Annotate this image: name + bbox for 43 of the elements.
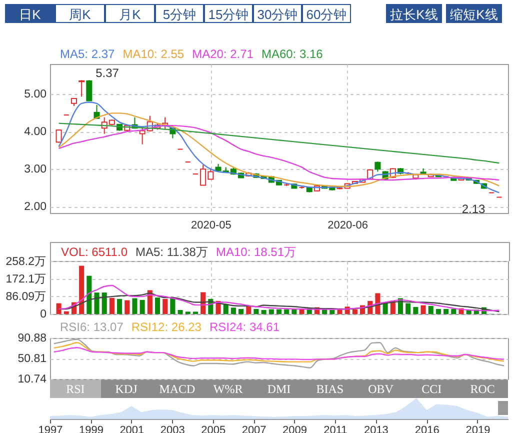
text: 5分钟 [155,4,204,23]
y-tick-label: 90.88 [18,332,46,344]
text: 30分钟 [253,4,302,23]
y-tick-label: 3.00 [24,164,46,176]
y-tick-label: 10.74 [18,374,48,386]
y-tick-label: 5.00 [24,88,46,101]
y-tick-label: 172.1万 [6,272,46,286]
y-tick-label: 2.00 [24,201,46,214]
text: MA20: 2.71 [192,47,254,61]
text: 15分钟 [204,4,253,23]
text: CCI [420,381,443,398]
annotation: 5.37 [96,66,120,80]
text: MA5: 2.37 [60,47,115,61]
y-tick-label: 86.09万 [6,290,46,303]
series-label: RSI12: 26.23 [131,320,202,334]
text: OBV [367,381,394,398]
text: MA10: 18.51万 [216,245,296,259]
y-tick-label: 4.00 [24,126,46,138]
text: MA10: 2.55 [122,47,184,61]
text: BIAS [315,381,345,398]
y-tick-label: 0 [40,308,46,320]
text: ROC [469,381,496,398]
y-tick-label: 50.81 [18,353,46,365]
text: MA5: 11.38万 [136,245,208,259]
series-label: VOL: 6511.0 [61,245,128,259]
annotation: 2.13 [462,202,486,216]
text: RSI24: 34.61 [209,320,280,334]
text: W%R [212,381,244,398]
text: 60分钟 [302,4,351,23]
text: RSI [50,380,101,398]
text: MA60: 3.16 [261,47,323,61]
series-label: RSI6: 13.07 [60,320,124,334]
text: 周K [55,4,105,23]
x-tick-label: 2020-05 [190,220,232,232]
text: KDJ [114,381,138,398]
x-tick-label: 2020-06 [328,220,368,232]
text: 月K [105,4,155,23]
text: 缩短K线 [446,4,502,23]
text: 拉长K线 [386,4,442,23]
y-tick-label: 258.2万 [6,254,46,268]
text: DMI [266,381,292,398]
text: 日K [5,4,55,23]
text: MACD [158,381,196,398]
